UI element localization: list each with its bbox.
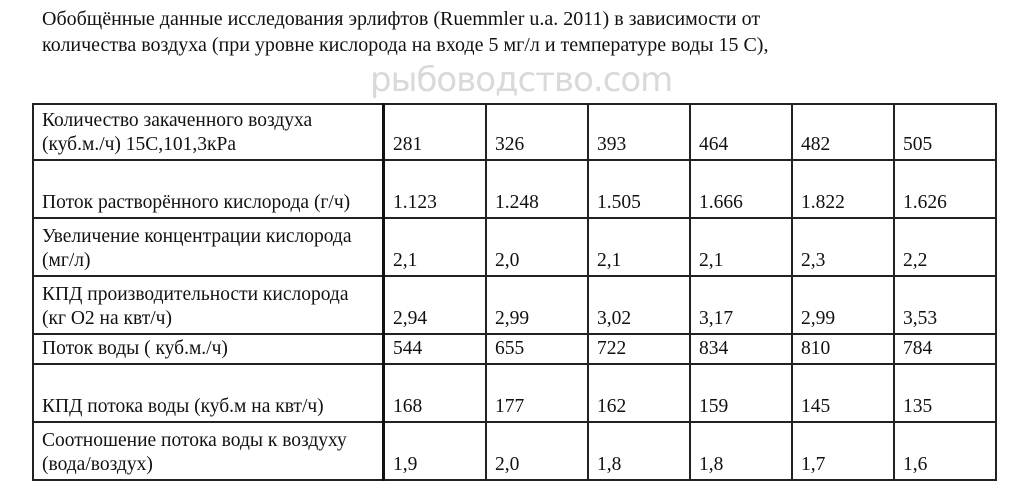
table-cell: 393 — [587, 103, 691, 161]
table-cell: 3,53 — [893, 275, 997, 335]
table-cell: 1,8 — [587, 421, 691, 481]
table-cell: 834 — [689, 333, 793, 365]
table-cell: 1,6 — [893, 421, 997, 481]
table-cell: 159 — [689, 363, 793, 423]
table-cell: 2,3 — [791, 217, 895, 277]
table-cell: 145 — [791, 363, 895, 423]
row-label: Количество закаченного воздуха (куб.м./ч… — [32, 103, 385, 161]
caption-line-2: количества воздуха (при уровне кислорода… — [42, 34, 769, 56]
table-cell: 1,7 — [791, 421, 895, 481]
table-cell: 326 — [485, 103, 589, 161]
table-cell: 482 — [791, 103, 895, 161]
table-row: Соотношение потока воды к воздуху (вода/… — [32, 421, 997, 481]
table-cell: 2,0 — [485, 421, 589, 481]
caption-line-1: Обобщённые данные исследования эрлифтов … — [42, 8, 761, 30]
table-caption: Обобщённые данные исследования эрлифтов … — [42, 6, 768, 58]
row-label: Поток воды ( куб.м./ч) — [32, 333, 385, 365]
table-row: КПД потока воды (куб.м на квт/ч) 168 177 16… — [32, 363, 997, 423]
row-label: Соотношение потока воды к воздуху (вода/… — [32, 421, 385, 481]
watermark: рыбоводство.com — [370, 60, 673, 100]
table-cell: 2,1 — [382, 217, 487, 277]
table-cell: 1.248 — [485, 159, 589, 219]
table-cell: 784 — [893, 333, 997, 365]
table-cell: 3,02 — [587, 275, 691, 335]
table-cell: 505 — [893, 103, 997, 161]
table-cell: 2,1 — [689, 217, 793, 277]
table-cell: 544 — [382, 333, 487, 365]
table-cell: 3,17 — [689, 275, 793, 335]
table-cell: 2,99 — [791, 275, 895, 335]
table-cell: 1.626 — [893, 159, 997, 219]
table-cell: 1.123 — [382, 159, 487, 219]
airlift-data-table: Количество закаченного воздуха (куб.м./ч… — [32, 103, 997, 481]
table-row: Поток растворённого кислорода (г/ч) 1.123… — [32, 159, 997, 219]
table-cell: 162 — [587, 363, 691, 423]
table-cell: 464 — [689, 103, 793, 161]
table-row: Увеличение концентрации кислорода (мг/л)… — [32, 217, 997, 277]
table-row: Количество закаченного воздуха (куб.м./ч… — [32, 103, 997, 161]
table-cell: 1.822 — [791, 159, 895, 219]
table-cell: 1.666 — [689, 159, 793, 219]
table-cell: 2,99 — [485, 275, 589, 335]
table-row: КПД производительности кислорода (кг O2 … — [32, 275, 997, 335]
table-cell: 135 — [893, 363, 997, 423]
table-cell: 281 — [382, 103, 487, 161]
table-cell: 1.505 — [587, 159, 691, 219]
table-cell: 2,94 — [382, 275, 487, 335]
table-cell: 2,0 — [485, 217, 589, 277]
table-cell: 722 — [587, 333, 691, 365]
table-row: Поток воды ( куб.м./ч) 544 655 722 834 810 784 — [32, 333, 997, 365]
table-cell: 177 — [485, 363, 589, 423]
table-cell: 168 — [382, 363, 487, 423]
row-label: Поток растворённого кислорода (г/ч) — [32, 159, 385, 219]
table-cell: 655 — [485, 333, 589, 365]
table-cell: 2,1 — [587, 217, 691, 277]
table-cell: 2,2 — [893, 217, 997, 277]
table-cell: 1,9 — [382, 421, 487, 481]
table-cell: 1,8 — [689, 421, 793, 481]
table-cell: 810 — [791, 333, 895, 365]
row-label: КПД производительности кислорода (кг O2 … — [32, 275, 385, 335]
row-label: КПД потока воды (куб.м на квт/ч) — [32, 363, 385, 423]
row-label: Увеличение концентрации кислорода (мг/л) — [32, 217, 385, 277]
